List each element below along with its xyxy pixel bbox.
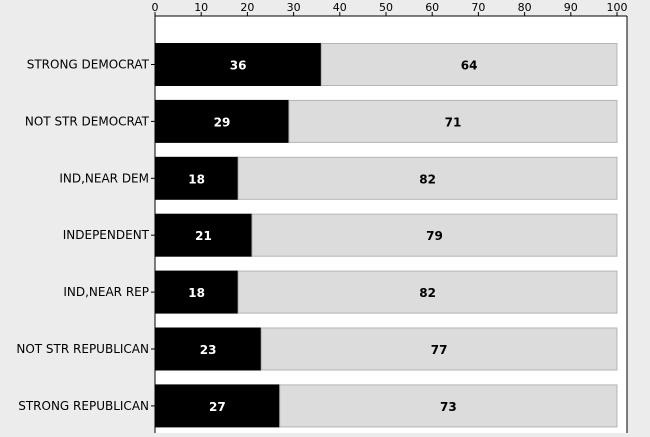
bar-segment	[237, 156, 618, 200]
x-tick-label: 40	[333, 1, 347, 14]
data-label: 77	[431, 343, 448, 357]
x-tick-label: 50	[379, 1, 393, 14]
bar-segment	[288, 99, 618, 143]
category-label: STRONG REPUBLICAN	[18, 399, 149, 413]
data-label: 18	[188, 286, 205, 300]
data-label: 23	[200, 343, 217, 357]
x-tick-label: 10	[194, 1, 208, 14]
bar-segment	[320, 43, 618, 86]
data-label: 29	[214, 115, 231, 129]
x-tick-label: 90	[564, 1, 578, 14]
x-tick-label: 20	[240, 1, 254, 14]
data-label: 71	[445, 115, 462, 129]
category-label: STRONG DEMOCRAT	[27, 58, 150, 72]
category-label: NOT STR DEMOCRAT	[25, 114, 150, 128]
bar-segment	[154, 99, 290, 143]
data-label: 36	[230, 59, 247, 73]
data-label: 79	[426, 229, 443, 243]
bar-segment	[154, 327, 262, 371]
data-label: 18	[188, 172, 205, 186]
data-label: 82	[419, 172, 436, 186]
category-label: INDEPENDENT	[63, 228, 150, 242]
x-tick-label: 70	[471, 1, 485, 14]
data-label: 64	[461, 59, 478, 73]
data-label: 21	[195, 229, 212, 243]
bar-segment	[154, 384, 281, 428]
category-label: IND,NEAR REP	[63, 285, 149, 299]
category-label: IND,NEAR DEM	[59, 171, 149, 185]
data-label: 73	[440, 400, 457, 414]
x-tick-label: 80	[518, 1, 532, 14]
x-tick-label: 0	[152, 1, 159, 14]
bar-segment	[260, 327, 618, 371]
bar-segment	[154, 43, 322, 86]
bar-segment	[237, 270, 618, 314]
x-tick-label: 100	[607, 1, 628, 14]
x-tick-label: 30	[287, 1, 301, 14]
bar-segment	[251, 213, 618, 257]
x-tick-label: 60	[425, 1, 439, 14]
bar-segment	[279, 384, 618, 428]
data-label: 27	[209, 400, 226, 414]
category-label: NOT STR REPUBLICAN	[16, 342, 149, 356]
data-label: 82	[419, 286, 436, 300]
